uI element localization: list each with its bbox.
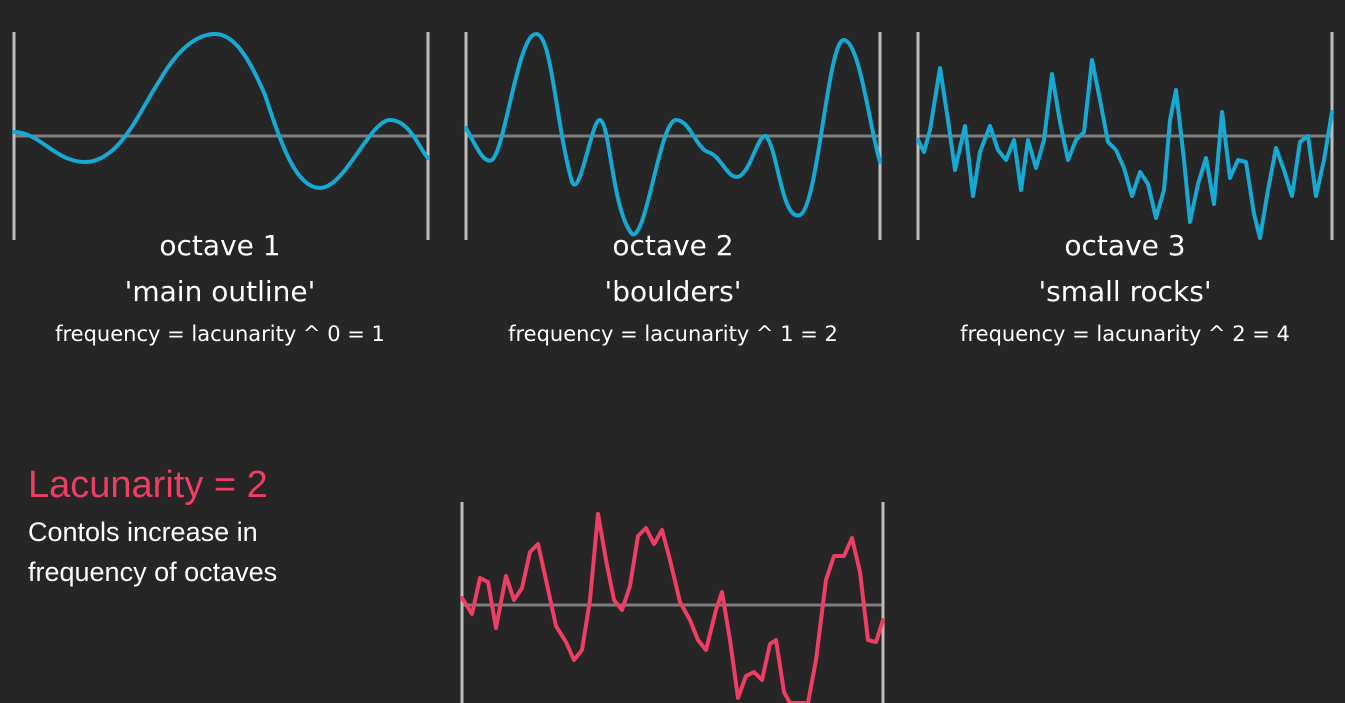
octave-1-caption: octave 1 'main outline' frequency = lacu… xyxy=(0,222,440,354)
octave-1-wave xyxy=(12,32,430,190)
octave-2-wave xyxy=(464,32,882,237)
octave-3-name: 'small rocks' xyxy=(1038,275,1212,308)
octave-1-formula: frequency = lacunarity ^ 0 = 1 xyxy=(55,322,385,346)
lacunarity-title: Lacunarity = 2 xyxy=(28,464,268,506)
combined-graph xyxy=(460,502,885,703)
combined-wave xyxy=(460,512,885,703)
octave-2-title: octave 2 xyxy=(612,229,734,262)
octave-3-formula: frequency = lacunarity ^ 2 = 4 xyxy=(960,322,1290,346)
octave-1-graph xyxy=(12,32,430,240)
octave-2-caption: octave 2 'boulders' frequency = lacunari… xyxy=(453,222,893,354)
octave-3-title: octave 3 xyxy=(1064,229,1186,262)
lacunarity-description: Contols increase in frequency of octaves xyxy=(28,517,278,587)
octave-2-graph xyxy=(464,32,882,240)
octave-2-formula: frequency = lacunarity ^ 1 = 2 xyxy=(508,322,838,346)
octave-3-caption: octave 3 'small rocks' frequency = lacun… xyxy=(905,222,1345,354)
octave-3-graph xyxy=(916,32,1334,240)
octave-3-wave xyxy=(916,58,1334,240)
octave-1-name: 'main outline' xyxy=(124,275,316,308)
octave-1-title: octave 1 xyxy=(159,229,281,262)
octave-2-name: 'boulders' xyxy=(604,275,742,308)
